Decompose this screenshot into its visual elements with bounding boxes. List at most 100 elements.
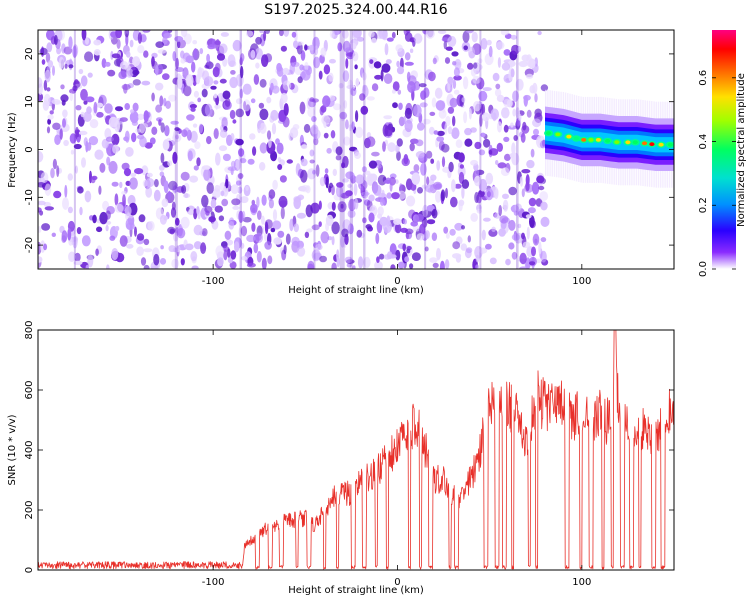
noise-blob (252, 146, 257, 156)
noise-blob (67, 206, 73, 214)
noise-blob (494, 88, 502, 97)
noise-blob (259, 142, 268, 154)
noise-blob (318, 221, 322, 228)
noise-blob (495, 160, 499, 165)
colorbar-label: Normalized spectral amplitude (736, 73, 747, 227)
signal-peak (595, 138, 602, 142)
noise-blob (56, 165, 60, 178)
noise-blob (418, 156, 425, 162)
noise-blob (325, 214, 334, 226)
noise-blob (62, 118, 66, 128)
noise-blob (382, 141, 386, 152)
noise-blob (379, 197, 385, 206)
noise-blob (201, 88, 208, 98)
signal-peak (605, 139, 611, 143)
noise-blob (162, 139, 170, 151)
noise-blob (67, 228, 72, 241)
noise-blob (175, 217, 180, 226)
colorbar-tick-label: 0.6 (698, 70, 709, 86)
noise-blob (229, 109, 236, 120)
noise-blob (51, 99, 61, 105)
noise-blob (503, 98, 511, 108)
noise-blob (406, 246, 412, 251)
noise-blob (540, 201, 548, 211)
noise-blob (319, 255, 327, 263)
noise-blob (471, 31, 478, 43)
noise-blob (318, 70, 323, 80)
noise-streak (313, 30, 316, 269)
noise-blob (322, 95, 331, 108)
noise-blob (410, 221, 419, 227)
noise-blob (109, 235, 116, 241)
noise-blob (145, 186, 153, 198)
noise-blob (70, 149, 74, 155)
noise-blob (459, 164, 464, 169)
noise-blob (342, 70, 350, 82)
noise-blob (46, 42, 53, 53)
noise-blob (196, 157, 201, 167)
colorbar-tick-label: 0.0 (698, 261, 709, 277)
noise-blob (528, 58, 536, 69)
noise-blob (367, 174, 374, 186)
noise-blob (105, 61, 111, 67)
noise-blob (452, 115, 456, 127)
noise-blob (373, 61, 382, 69)
noise-blob (517, 45, 522, 53)
noise-blob (417, 187, 423, 194)
noise-blob (46, 126, 51, 134)
noise-blob (279, 30, 284, 37)
noise-blob (38, 200, 46, 206)
noise-blob (515, 78, 524, 91)
noise-blob (143, 238, 150, 246)
noise-blob (160, 245, 164, 250)
noise-blob (172, 129, 180, 141)
noise-blob (119, 181, 123, 189)
noise-blob (251, 222, 256, 232)
noise-blob (52, 122, 61, 130)
noise-blob (38, 92, 44, 102)
noise-blob (68, 64, 74, 69)
noise-blob (74, 252, 81, 262)
noise-blob (188, 208, 194, 216)
noise-blob (220, 190, 225, 197)
noise-blob (447, 126, 453, 135)
noise-blob (497, 121, 502, 133)
noise-blob (428, 71, 436, 82)
noise-blob (86, 106, 92, 115)
noise-blob (329, 30, 335, 39)
noise-blob (272, 220, 282, 230)
noise-blob (508, 186, 517, 196)
noise-blob (172, 151, 178, 164)
noise-blob (512, 108, 517, 117)
noise-blob (180, 58, 186, 64)
noise-blob (537, 137, 541, 144)
noise-blob (280, 92, 288, 104)
noise-blob (277, 230, 285, 238)
noise-blob (473, 62, 478, 69)
noise-blob (278, 195, 288, 208)
noise-blob (219, 129, 228, 138)
noise-blob (253, 243, 259, 254)
noise-blob (153, 189, 161, 202)
noise-blob (343, 100, 348, 109)
noise-blob (59, 128, 63, 140)
noise-blob (194, 141, 201, 150)
noise-blob (111, 53, 121, 59)
signal-peak (581, 138, 587, 142)
noise-blob (460, 243, 468, 251)
noise-blob (165, 100, 172, 110)
noise-blob (378, 30, 388, 40)
noise-blob (503, 124, 509, 133)
noise-blob (289, 62, 295, 75)
noise-blob (528, 197, 537, 207)
x-tick-label: 100 (572, 276, 591, 287)
noise-blob (396, 60, 400, 68)
noise-blob (171, 258, 180, 269)
noise-blob (465, 247, 473, 254)
noise-blob (206, 182, 214, 194)
noise-blob (347, 184, 352, 188)
noise-blob (93, 49, 101, 56)
noise-streak (516, 30, 519, 269)
noise-blob (379, 216, 389, 226)
